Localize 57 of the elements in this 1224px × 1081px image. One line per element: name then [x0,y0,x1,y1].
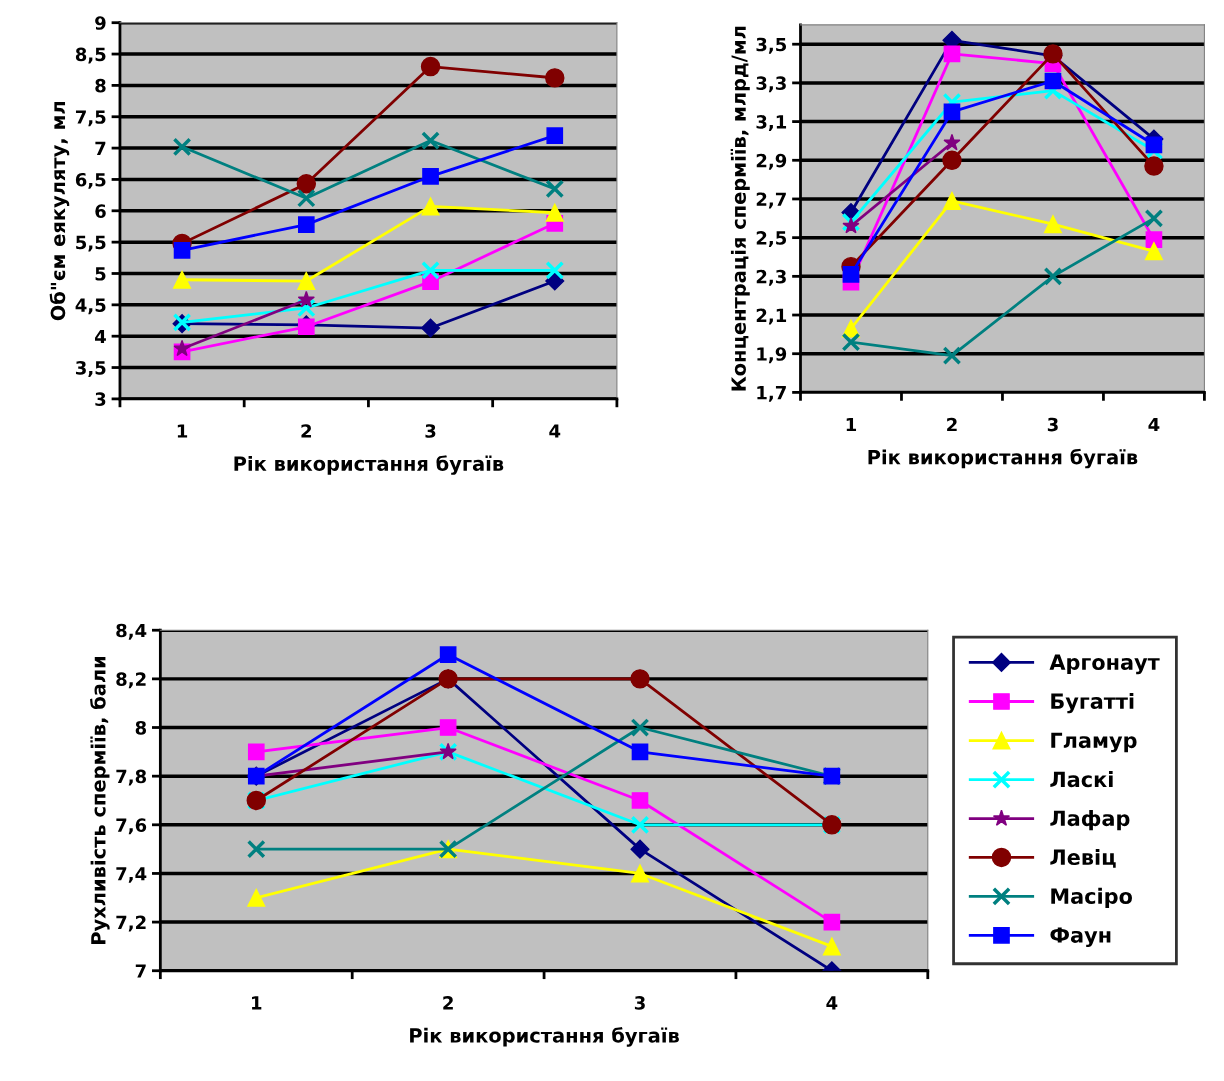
legend-label: Фаун [1050,927,1111,948]
y-tick-label: 8,2 [116,672,146,689]
y-tick-label: 3,5 [756,37,787,54]
y-tick-label: 5,5 [76,235,106,252]
y-tick-label: 8,4 [116,623,147,640]
y-tick-label: 1,9 [757,347,787,364]
y-tick-label: 8 [95,78,106,93]
y-axis-title: Рухливість сперміїв, бали [90,656,110,944]
y-tick-label: 7,2 [116,915,146,932]
y-tick-label: 7 [135,964,146,978]
x-tick-label: 4 [1148,417,1160,432]
y-tick-label: 7,6 [116,818,147,835]
y-tick-label: 2,5 [756,231,787,248]
legend-label: Аргонаут [1049,654,1160,675]
legend-label: Левіц [1050,848,1116,868]
x-tick-label: 3 [425,424,436,438]
x-axis-title: Рік використання бугаїв [868,448,1138,469]
y-tick-label: 3,1 [756,115,787,132]
y-tick-label: 8 [135,720,147,735]
x-tick-label: 2 [443,996,453,1010]
x-axis-title: Рік використання бугаїв [410,1027,679,1047]
y-tick-label: 9 [95,16,106,30]
x-tick-label: 1 [846,417,857,432]
x-tick-label: 4 [549,424,561,438]
y-tick-label: 4,5 [75,298,106,315]
y-tick-label: 1,7 [757,386,786,402]
legend-label: Гламур [1051,732,1137,753]
legend-label: Лафар [1050,810,1130,831]
x-tick-label: 3 [1047,417,1058,432]
x-tick-label: 1 [252,996,262,1010]
y-tick-label: 7,8 [116,769,147,786]
y-tick-label: 3 [95,392,106,407]
legend-label: Ласкі [1050,771,1113,788]
x-tick-label: 3 [634,996,645,1010]
x-axis-title: Рік використання бугаїв [234,455,504,475]
y-tick-label: 6,5 [75,172,106,189]
x-tick-label: 1 [177,424,188,438]
y-tick-label: 8,5 [75,47,106,64]
y-tick-label: 2,3 [756,269,786,286]
y-tick-label: 5 [95,267,106,281]
y-tick-label: 2,1 [756,308,787,325]
y-axis-title: Об"єм еякуляту, мл [49,101,70,321]
y-tick-label: 2,9 [756,153,787,170]
x-tick-label: 4 [826,996,838,1010]
y-tick-label: 7,5 [75,110,106,127]
x-tick-label: 2 [947,417,957,432]
y-tick-label: 3,5 [75,361,106,377]
y-tick-label: 7,4 [116,867,147,883]
y-tick-label: 7 [95,141,106,155]
legend-label: Бугатті [1051,692,1134,714]
y-tick-label: 2,7 [756,192,786,209]
y-axis-title: Концентрація сперміїв, млрд/мл [730,26,750,391]
x-tick-label: 2 [301,424,312,438]
y-tick-label: 6 [95,204,106,218]
y-tick-label: 3,3 [756,76,786,93]
legend-label: Масіро [1051,887,1132,909]
y-tick-label: 4 [95,329,106,344]
